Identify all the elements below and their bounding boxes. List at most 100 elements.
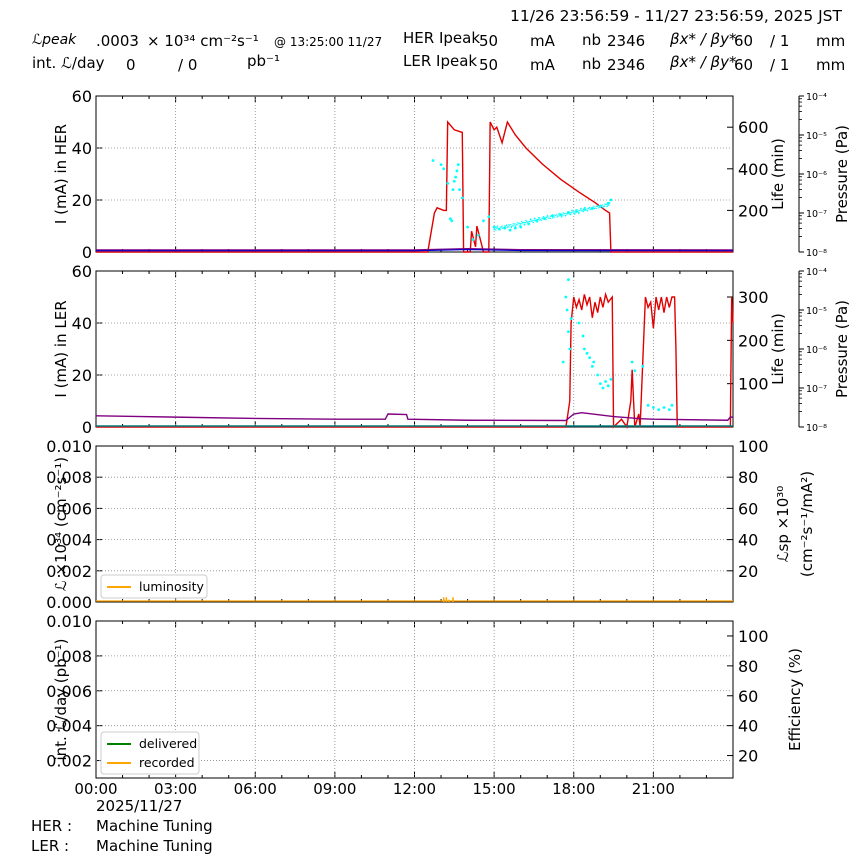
life-point (448, 217, 452, 221)
pressure-tick-label: 10⁻⁸ (806, 248, 827, 259)
lpeak-time: @ 13:25:00 11/27 (274, 35, 382, 49)
life-point (439, 163, 443, 167)
life-axis-label: Life (min) (769, 138, 787, 210)
life-point (451, 188, 455, 192)
pressure-tick-label: 10⁻⁸ (806, 423, 827, 434)
life-point (568, 347, 572, 351)
y-tick-label: 40 (72, 314, 92, 333)
life-point (513, 226, 517, 230)
time-range: 11/26 23:56:59 - 11/27 23:56:59, 2025 JS… (510, 7, 843, 25)
ler-ipeak-value: 50 (479, 56, 498, 74)
x-tick-label: 18:00 (552, 780, 595, 798)
life-point (651, 406, 655, 409)
lsp-axis-label: ℒsp ×10³⁰ (774, 486, 792, 563)
life-point (604, 380, 607, 383)
life-point (456, 163, 460, 167)
x-tick-label: 15:00 (473, 780, 516, 798)
x-tick-label: 09:00 (313, 780, 356, 798)
ler-beta-x: 60 (734, 56, 753, 74)
life-point (487, 215, 491, 219)
life-point (598, 382, 602, 386)
life-point (581, 334, 585, 338)
ler-ipeak-unit: mA (530, 56, 556, 74)
lpeak-unit: × 10³⁴ cm⁻²s⁻¹ (147, 32, 259, 50)
pressure-tick-label: 10⁻⁴ (806, 267, 827, 278)
life-point (446, 181, 450, 185)
life-point (492, 225, 496, 229)
legend-box (100, 574, 208, 599)
pressure-tick-label: 10⁻⁴ (806, 92, 827, 103)
y-right-tick-label: 300 (738, 288, 769, 307)
intl-label: int. ℒ/day (32, 54, 105, 72)
y-axis-label: int. ℒ/day (pb⁻¹) (52, 639, 70, 761)
y-right-tick-label: 200 (738, 331, 769, 350)
ler-beta-label: βx* / βy* (669, 53, 737, 71)
legend-label: recorded (139, 755, 195, 770)
life-point (670, 403, 674, 407)
life-point (577, 321, 581, 325)
efficiency-axis-label: Efficiency (%) (786, 648, 804, 751)
her-ipeak-unit: mA (530, 32, 556, 50)
life-point (450, 219, 454, 223)
life-point (471, 238, 475, 241)
lpeak-label: ℒpeak (32, 32, 77, 48)
pressure-axis-label: Pressure (Pa) (833, 125, 851, 223)
life-point (519, 225, 523, 229)
y-right-tick-label: 80 (738, 468, 758, 487)
y-tick-label: 0.008 (46, 468, 92, 487)
life-point (609, 198, 613, 202)
pressure-line (95, 411, 733, 422)
y-right-tick-label: 20 (738, 562, 758, 581)
her-status-value: Machine Tuning (96, 817, 213, 835)
life-point (508, 228, 512, 232)
y-tick-label: 0.004 (46, 717, 92, 736)
life-point (590, 364, 594, 368)
life-point (442, 167, 446, 171)
pressure-axis-label: Pressure (Pa) (833, 300, 851, 398)
life-axis-label: Life (min) (769, 313, 787, 385)
life-point (601, 386, 605, 390)
pressure-line (96, 248, 734, 252)
life-point (596, 373, 600, 377)
her-beta-y: / 1 (770, 32, 789, 50)
y-axis-label: I (mA) in LER (52, 300, 70, 397)
y-tick-label: 0.004 (46, 531, 92, 550)
life-point (565, 308, 569, 312)
y-tick-label: 0.006 (46, 499, 92, 518)
her-beta-unit: mm (816, 32, 845, 50)
her-nb-value: 2346 (607, 32, 645, 50)
legend-label: luminosity (139, 579, 205, 594)
ler-status-value: Machine Tuning (96, 837, 213, 855)
pressure-tick-label: 10⁻⁵ (806, 306, 827, 317)
y-tick-label: 0.008 (46, 647, 92, 666)
life-point (667, 408, 671, 412)
life-point (606, 384, 610, 388)
life-point (482, 219, 485, 223)
ler-status-label: LER : (31, 837, 69, 855)
y-right-tick-label: 60 (738, 499, 758, 518)
her-ipeak-label: HER Ipeak (403, 29, 480, 47)
life-point (564, 295, 568, 299)
y-tick-label: 20 (72, 366, 92, 385)
y-tick-label: 0.006 (46, 682, 92, 701)
date-label: 2025/11/27 (96, 797, 182, 815)
intl-value: 0 (126, 56, 136, 74)
life-point (454, 175, 458, 179)
y-axis-label: I (mA) in HER (52, 124, 70, 224)
life-point (657, 408, 661, 412)
ler-nb-label: nb (582, 55, 601, 73)
y-right-tick-label: 100 (738, 437, 769, 456)
y-right-tick-label: 100 (738, 375, 769, 394)
intl-unit: pb⁻¹ (247, 52, 280, 70)
y-tick-label: 0.002 (46, 752, 92, 771)
y-right-tick-label: 60 (738, 687, 758, 706)
y-right-tick-label: 200 (738, 201, 769, 220)
life-point (633, 369, 637, 373)
pressure-tick-label: 10⁻⁶ (806, 345, 827, 356)
pressure-tick-label: 10⁻⁷ (806, 384, 827, 395)
her-ipeak-value: 50 (479, 32, 498, 50)
y-right-tick-label: 20 (738, 747, 758, 766)
y-tick-label: 0.000 (46, 593, 92, 612)
lsp-axis-unit-label: (cm⁻²s⁻¹/mA²) (798, 471, 816, 577)
